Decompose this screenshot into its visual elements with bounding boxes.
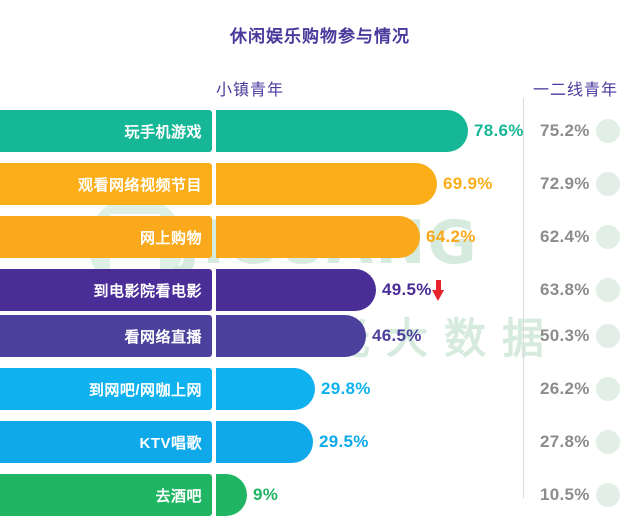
table-row[interactable]: 玩手机游戏 78.6% 75.2% [0,110,640,152]
bar-primary [216,269,376,311]
category-label: 观看网络视频节目 [77,176,202,194]
bar-value-label: 9% [253,485,279,504]
compare-value-label: 72.9% [540,174,590,193]
bar-value-label: 46.5% [372,326,422,345]
bar-primary [216,216,420,258]
page-title: 休闲娱乐购物参与情况 [230,27,410,46]
category-label-block: 网上购物 [0,216,212,258]
bar-value-label: 49.5% [382,280,432,299]
table-row[interactable]: 到电影院看电影 49.5% 63.8% [0,269,640,311]
compare-marker-icon [596,225,620,249]
category-label: 看网络直播 [124,328,202,346]
category-label-block: 观看网络视频节目 [0,163,212,205]
category-label: 到电影院看电影 [93,282,202,300]
category-label: 到网吧/网咖上网 [88,381,202,399]
column-divider [523,98,524,498]
column-header-left: 小镇青年 [216,82,285,99]
bar-value-label: 69.9% [443,174,493,193]
compare-value-label: 63.8% [540,280,590,299]
table-row[interactable]: 观看网络视频节目 69.9% 72.9% [0,163,640,205]
compare-marker-icon [596,377,620,401]
bar-primary [216,474,247,516]
arrow-down-head [432,290,444,301]
category-label-block: 看网络直播 [0,315,212,357]
bar-primary [216,315,366,357]
table-row[interactable]: 去酒吧 9% 10.5% [0,474,640,516]
bar-value-label: 64.2% [426,227,476,246]
bar-primary [216,110,468,152]
compare-value-label: 50.3% [540,326,590,345]
compare-value-label: 10.5% [540,485,590,504]
bar-value-label: 29.5% [319,432,369,451]
compare-marker-icon [596,483,620,507]
category-label: KTV唱歌 [139,434,202,452]
compare-marker-icon [596,119,620,143]
table-row[interactable]: 网上购物 64.2% 62.4% [0,216,640,258]
category-label-block: KTV唱歌 [0,421,212,463]
bar-primary [216,368,315,410]
arrow-down-stem [436,280,441,292]
table-row[interactable]: 到网吧/网咖上网 29.8% 26.2% [0,368,640,410]
table-row[interactable]: KTV唱歌 29.5% 27.8% [0,421,640,463]
column-header-right: 一二线青年 [533,82,619,99]
bar-value-label: 29.8% [321,379,371,398]
category-label: 去酒吧 [155,487,202,505]
category-label-block: 到电影院看电影 [0,269,212,311]
compare-marker-icon [596,430,620,454]
category-label-block: 到网吧/网咖上网 [0,368,212,410]
compare-marker-icon [596,324,620,348]
bar-value-label: 78.6% [474,121,524,140]
bar-primary [216,163,437,205]
compare-value-label: 75.2% [540,121,590,140]
category-label-block: 去酒吧 [0,474,212,516]
category-label: 玩手机游戏 [124,123,202,141]
compare-value-label: 26.2% [540,379,590,398]
compare-marker-icon [596,172,620,196]
category-label: 网上购物 [139,229,202,247]
category-label-block: 玩手机游戏 [0,110,212,152]
table-row[interactable]: 看网络直播 46.5% 50.3% [0,315,640,357]
compare-value-label: 62.4% [540,227,590,246]
compare-value-label: 27.8% [540,432,590,451]
compare-marker-icon [596,278,620,302]
bar-primary [216,421,313,463]
